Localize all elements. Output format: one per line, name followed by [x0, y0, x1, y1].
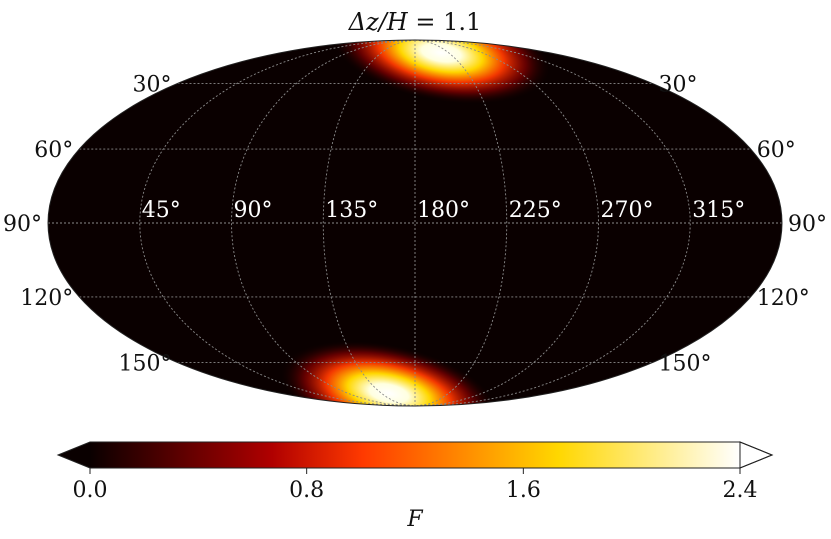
graticule: [48, 40, 782, 406]
longitude-label: 90°: [234, 198, 273, 223]
longitude-labels: 45° 90° 135° 180° 225° 270° 315°: [142, 198, 746, 223]
longitude-label: 270°: [601, 198, 654, 223]
latitude-labels: 30° 30° 60° 60° 90° 90° 120° 120° 150° 150°: [3, 72, 827, 376]
colorbar-label: F: [406, 507, 423, 532]
colorbar-tick-label: 0.0: [73, 478, 108, 503]
map-outline: [47, 39, 783, 407]
colorbar-ticks: 0.0 0.8 1.6 2.4: [73, 468, 758, 503]
latitude-label-left: 150°: [119, 352, 172, 377]
meridian-line: [414, 40, 508, 406]
meridian-line: [322, 40, 416, 406]
longitude-label: 180°: [417, 198, 470, 223]
title-symbol: Δz/H: [348, 8, 409, 36]
colorbar-extend-min: [58, 442, 90, 468]
latitude-label-right: 60°: [757, 138, 796, 163]
meridian-line: [139, 40, 416, 406]
longitude-label: 45°: [142, 198, 181, 223]
meridian-line: [414, 40, 691, 406]
hotspots-layer: [280, 40, 550, 406]
title-equals: = 1.1: [415, 8, 481, 36]
colorbar-tick-label: 0.8: [289, 478, 324, 503]
meridian-line: [231, 40, 416, 406]
chart-title: Δz/H = 1.1: [348, 8, 482, 36]
hotspot-1: [332, 40, 550, 104]
longitude-label: 225°: [509, 198, 562, 223]
longitude-label: 135°: [325, 198, 378, 223]
longitude-label: 315°: [692, 198, 745, 223]
map-background: [48, 40, 782, 406]
latitude-label-right: 150°: [658, 352, 711, 377]
latitude-label-right: 30°: [658, 72, 697, 97]
latitude-label-left: 90°: [3, 212, 42, 237]
latitude-label-left: 120°: [20, 286, 73, 311]
latitude-label-right: 120°: [757, 286, 810, 311]
meridian-line: [414, 40, 599, 406]
hotspot-2: [280, 341, 497, 406]
latitude-label-left: 60°: [34, 138, 73, 163]
map-plot-area: [47, 39, 783, 407]
colorbar-gradient: [90, 442, 740, 468]
colorbar: 0.0 0.8 1.6 2.4 F: [56, 441, 774, 532]
latitude-label-left: 30°: [133, 72, 172, 97]
latitude-label-right: 90°: [788, 212, 827, 237]
colorbar-tick-label: 2.4: [723, 478, 758, 503]
colorbar-tick-label: 1.6: [506, 478, 541, 503]
colorbar-extend-max: [739, 441, 774, 469]
